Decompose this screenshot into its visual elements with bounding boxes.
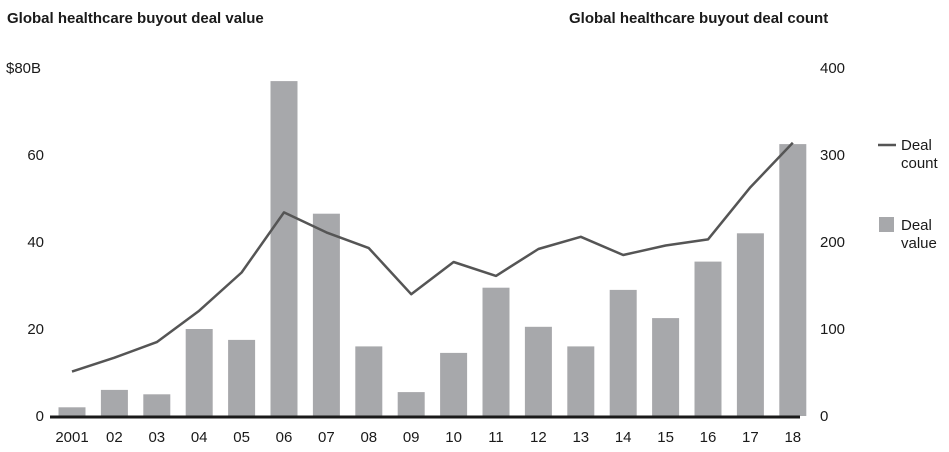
deal-value-bar <box>312 213 340 416</box>
deal-value-bar <box>143 394 171 417</box>
right-y-tick-label: 200 <box>820 234 845 251</box>
x-tick-label: 08 <box>360 429 377 446</box>
x-tick-label: 16 <box>700 429 717 446</box>
x-tick-label: 02 <box>106 429 123 446</box>
legend-label-deal-count: count <box>901 155 939 172</box>
right-y-tick-label: 0 <box>820 408 828 425</box>
x-tick-label: 06 <box>276 429 293 446</box>
legend-label-deal-value: value <box>901 235 937 252</box>
x-tick-label: 10 <box>445 429 462 446</box>
right-axis-chart-title: Global healthcare buyout deal count <box>569 10 829 27</box>
left-y-tick-label: 20 <box>27 321 44 338</box>
x-tick-label: 13 <box>572 429 589 446</box>
legend-label-deal-value: Deal <box>901 217 932 234</box>
x-tick-label: 12 <box>530 429 547 446</box>
legend-label-deal-count: Deal <box>901 137 932 154</box>
x-tick-label: 11 <box>488 429 504 446</box>
left-y-tick-label: $80B <box>6 60 41 77</box>
deal-value-bar <box>440 352 468 416</box>
deal-value-bar <box>100 389 128 416</box>
x-tick-label: 18 <box>784 429 801 446</box>
deal-value-bar <box>779 144 807 416</box>
deal-value-bar <box>58 407 86 416</box>
x-tick-label: 07 <box>318 429 335 446</box>
x-tick-label: 03 <box>148 429 165 446</box>
x-tick-label: 2001 <box>55 429 88 446</box>
deal-value-bar <box>567 346 595 416</box>
legend-square-marker <box>879 217 894 232</box>
deal-value-bar <box>609 289 637 416</box>
x-tick-label: 15 <box>657 429 674 446</box>
left-y-tick-label: 40 <box>27 234 44 251</box>
left-y-tick-label: 60 <box>27 147 44 164</box>
right-y-tick-label: 100 <box>820 321 845 338</box>
x-tick-label: 04 <box>191 429 208 446</box>
right-y-tick-label: 400 <box>820 60 845 77</box>
deal-value-bar <box>482 287 510 416</box>
deal-value-bar <box>270 81 298 416</box>
x-tick-label: 17 <box>742 429 759 446</box>
right-y-tick-label: 300 <box>820 147 845 164</box>
deal-value-bar <box>694 261 722 416</box>
deal-value-bar <box>736 233 764 416</box>
x-tick-label: 09 <box>403 429 420 446</box>
deal-value-bar <box>524 326 552 416</box>
deal-value-bar <box>652 318 680 416</box>
deal-value-bar <box>228 339 256 416</box>
left-axis-chart-title: Global healthcare buyout deal value <box>7 10 264 27</box>
x-tick-label: 05 <box>233 429 250 446</box>
x-tick-label: 14 <box>615 429 632 446</box>
deal-value-bar <box>185 329 213 416</box>
deal-value-bar <box>355 346 383 416</box>
deal-count-line <box>71 141 794 373</box>
deal-value-bar <box>397 392 425 416</box>
left-y-tick-label: 0 <box>36 408 44 425</box>
